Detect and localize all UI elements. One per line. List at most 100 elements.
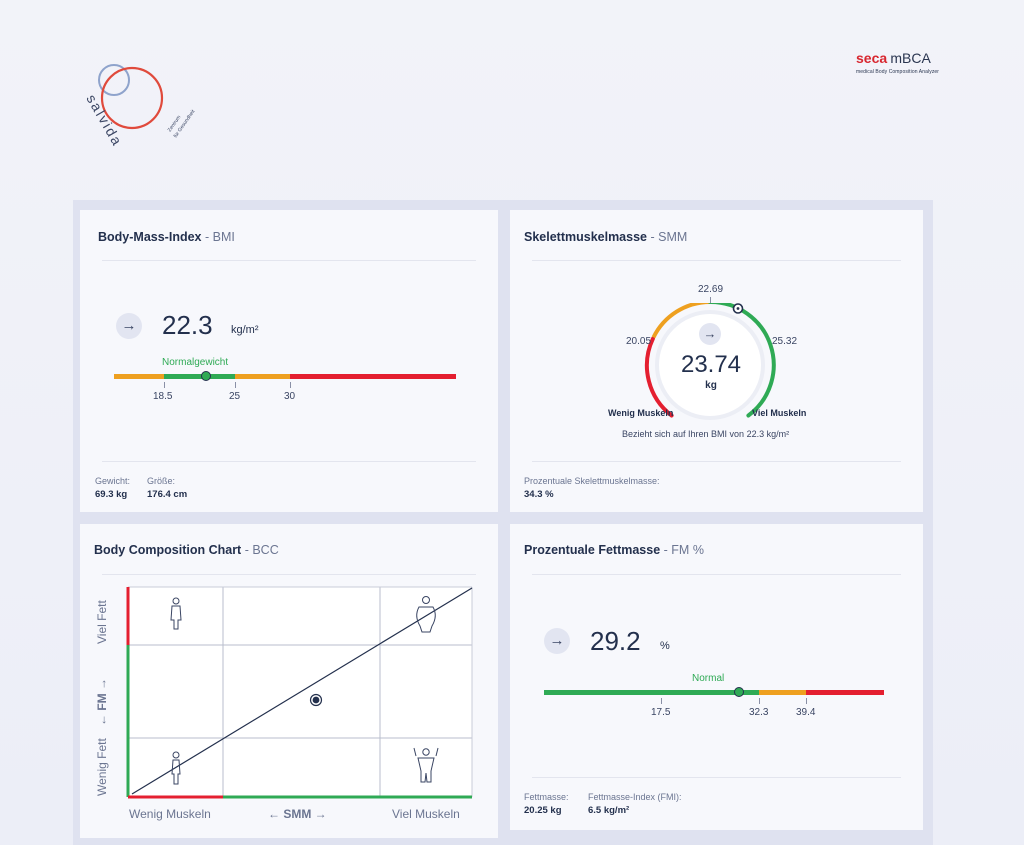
overweight-person-icon (416, 596, 436, 633)
fm-card: Prozentuale Fettmasse - FM % → 29.2 % No… (510, 524, 923, 830)
bmi-tick (290, 382, 291, 388)
bmi-bar-overweight (235, 374, 290, 379)
smm-percent-label: Prozentuale Skelettmuskelmasse: (524, 476, 660, 486)
seca-subtitle: medical Body Composition Analyzer (856, 69, 940, 75)
bcc-diagonal-line (131, 587, 473, 795)
salvida-logo: salvida Zentrum für Gesundheit (80, 58, 210, 168)
muscular-person-icon (413, 747, 439, 783)
smm-gauge (644, 303, 776, 420)
weight-label: Gewicht: (95, 476, 131, 486)
smm-gauge-face (655, 310, 765, 420)
bmi-scale-bar (114, 374, 456, 379)
fm-trend-arrow-icon: → (544, 628, 570, 654)
bmi-title: Body-Mass-Index - BMI (98, 230, 235, 244)
fm-tick-label: 39.4 (796, 707, 816, 718)
bmi-tick (235, 382, 236, 388)
smm-label-low: Wenig Muskeln (608, 408, 674, 418)
smm-note: Bezieht sich auf Ihren BMI von 22.3 kg/m… (622, 429, 790, 439)
smm-gauge-mid-arc (651, 303, 711, 339)
bcc-result-point-dot (312, 696, 320, 704)
bcc-y-label-bottom: Wenig Fett (95, 738, 109, 796)
bcc-divider-top (102, 574, 476, 575)
height-value: 176.4 cm (147, 489, 188, 500)
fm-tick (806, 698, 807, 704)
fm-bar-normal (544, 690, 759, 695)
bmi-tick (164, 382, 165, 388)
bmi-bar-underweight (114, 374, 164, 379)
bmi-title-text: Body-Mass-Index (98, 230, 202, 244)
salvida-word: salvida (83, 92, 126, 150)
bmi-divider-bottom (102, 461, 476, 462)
fmi-value: 6.5 kg/m² (588, 805, 630, 816)
smm-gauge-low-arc (644, 336, 674, 418)
bcc-x-label-right: Viel Muskeln (392, 807, 460, 821)
fm-tick (759, 698, 760, 704)
bmi-card: Body-Mass-Index - BMI → 22.3 kg/m² Norma… (80, 210, 498, 512)
seca-logo: seca mBCA medical Body Composition Analy… (856, 50, 946, 80)
bmi-value: 22.3 (162, 310, 213, 340)
fm-title-text: Prozentuale Fettmasse (524, 543, 661, 557)
slim-person-icon (170, 597, 182, 630)
bmi-bar-normal (164, 374, 235, 379)
fm-title: Prozentuale Fettmasse - FM % (524, 543, 704, 557)
bmi-tick-label: 30 (284, 391, 296, 402)
smm-title: Skelettmuskelmasse - SMM (524, 230, 687, 244)
bmi-tick-label: 25 (229, 391, 241, 402)
bcc-y-label-mid: ← FM → (95, 678, 109, 726)
fm-tick-label: 32.3 (749, 707, 769, 718)
fat-mass-label: Fettmasse: (524, 792, 569, 802)
salvida-logo-mark: salvida Zentrum für Gesundheit (83, 64, 197, 150)
bcc-card: Body Composition Chart - BCC (80, 524, 498, 838)
mbca-word: mBCA (890, 50, 931, 66)
smm-tick-top-label: 22.69 (698, 284, 724, 295)
bmi-bar-obese (290, 374, 456, 379)
smm-title-text: Skelettmuskelmasse (524, 230, 647, 244)
smm-title-abbr: - SMM (650, 230, 688, 244)
bcc-title-abbr: - BCC (244, 543, 279, 557)
smm-divider-bottom (532, 461, 901, 462)
smm-gauge-high-arc (708, 303, 776, 418)
bmi-marker (201, 371, 211, 381)
fm-tick-label: 17.5 (651, 707, 671, 718)
bcc-x-label-left: Wenig Muskeln (129, 807, 211, 821)
weight-value: 69.3 kg (95, 489, 128, 500)
bmi-trend-arrow-icon: → (116, 313, 142, 339)
bcc-title-text: Body Composition Chart (94, 543, 242, 557)
seca-word: seca (856, 50, 888, 66)
fm-scale-bar (544, 690, 884, 695)
smm-unit: kg (705, 380, 717, 391)
fm-bar-very-high (806, 690, 884, 695)
smm-divider-top (532, 260, 901, 261)
smm-gauge-marker-dot (736, 307, 740, 310)
height-label: Größe: (147, 476, 176, 486)
fm-marker (734, 687, 744, 697)
smm-label-high: Viel Muskeln (752, 408, 807, 418)
thin-person-icon (171, 751, 181, 785)
bmi-unit: kg/m² (231, 324, 259, 336)
fm-unit: % (660, 640, 670, 652)
smm-tick-left-label: 20.05 (626, 336, 652, 347)
fm-bar-high (759, 690, 806, 695)
smm-value: 23.74 (680, 351, 742, 378)
fm-title-abbr: - FM % (663, 543, 704, 557)
fmi-label: Fettmasse-Index (FMI): (588, 792, 682, 802)
bcc-y-label-top: Viel Fett (95, 600, 109, 644)
bcc-x-label-mid: ← SMM → (268, 807, 327, 821)
fat-mass-value: 20.25 kg (524, 805, 562, 816)
bmi-title-abbr: - BMI (204, 230, 235, 244)
smm-card: Skelettmuskelmasse - SMM 22.69 20.05 25.… (510, 210, 923, 512)
smm-percent-value: 34.3 % (524, 489, 554, 500)
smm-tick-top (710, 297, 711, 303)
fm-category: Normal (692, 673, 725, 684)
bcc-chart (126, 586, 473, 799)
smm-tick-right-label: 25.32 (772, 336, 798, 347)
smm-trend-arrow-icon: → (699, 323, 721, 345)
fm-tick (661, 698, 662, 704)
bcc-title: Body Composition Chart - BCC (94, 543, 279, 557)
bmi-tick-label: 18.5 (153, 391, 173, 402)
fm-divider-bottom (532, 777, 901, 778)
fm-divider-top (532, 574, 901, 575)
bmi-category: Normalgewicht (162, 357, 229, 368)
bmi-divider-top (102, 260, 476, 261)
fm-value: 29.2 (590, 626, 641, 656)
